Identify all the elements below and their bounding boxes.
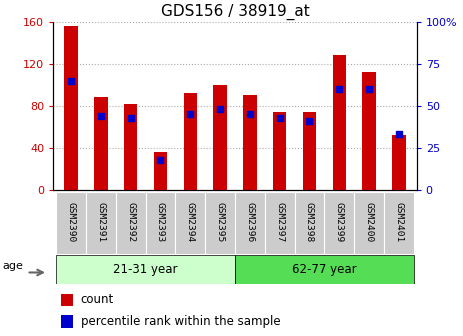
Point [187,112,194,117]
Text: GSM2396: GSM2396 [245,203,254,243]
Point [216,107,224,112]
FancyBboxPatch shape [265,192,294,254]
Point [97,113,105,119]
Bar [332,55,346,190]
FancyBboxPatch shape [56,255,235,284]
Bar [61,316,73,328]
Point [127,115,134,120]
Bar [243,95,257,190]
Text: 21-31 year: 21-31 year [113,263,178,276]
Point [157,157,164,162]
Point [365,86,373,92]
Text: GSM2398: GSM2398 [305,203,314,243]
Point [276,115,283,120]
Text: GSM2395: GSM2395 [216,203,225,243]
Bar [61,294,73,306]
Bar [94,97,107,190]
FancyBboxPatch shape [116,192,145,254]
FancyBboxPatch shape [235,255,414,284]
Text: GSM2401: GSM2401 [394,203,403,243]
FancyBboxPatch shape [235,192,265,254]
Text: age: age [3,261,24,271]
FancyBboxPatch shape [175,192,205,254]
Point [395,132,402,137]
Text: percentile rank within the sample: percentile rank within the sample [81,315,280,328]
Bar [154,152,167,190]
Bar [363,72,376,190]
Bar [392,135,406,190]
FancyBboxPatch shape [56,192,86,254]
Text: GSM2397: GSM2397 [275,203,284,243]
Text: count: count [81,293,114,306]
FancyBboxPatch shape [294,192,325,254]
FancyBboxPatch shape [384,192,414,254]
FancyBboxPatch shape [86,192,116,254]
Text: GSM2393: GSM2393 [156,203,165,243]
Point [68,78,75,83]
Bar [64,26,78,190]
Text: GSM2391: GSM2391 [96,203,106,243]
FancyBboxPatch shape [354,192,384,254]
Text: GSM2392: GSM2392 [126,203,135,243]
Point [336,86,343,92]
Point [306,118,313,124]
Title: GDS156 / 38919_at: GDS156 / 38919_at [161,4,309,20]
Bar [184,93,197,190]
Bar [303,112,316,190]
Text: GSM2390: GSM2390 [67,203,75,243]
Text: GSM2400: GSM2400 [364,203,374,243]
Text: GSM2399: GSM2399 [335,203,344,243]
Bar [273,112,286,190]
Text: GSM2394: GSM2394 [186,203,195,243]
Point [246,112,254,117]
Text: 62-77 year: 62-77 year [292,263,357,276]
FancyBboxPatch shape [145,192,175,254]
Bar [213,85,227,190]
FancyBboxPatch shape [325,192,354,254]
FancyBboxPatch shape [205,192,235,254]
Bar [124,104,138,190]
